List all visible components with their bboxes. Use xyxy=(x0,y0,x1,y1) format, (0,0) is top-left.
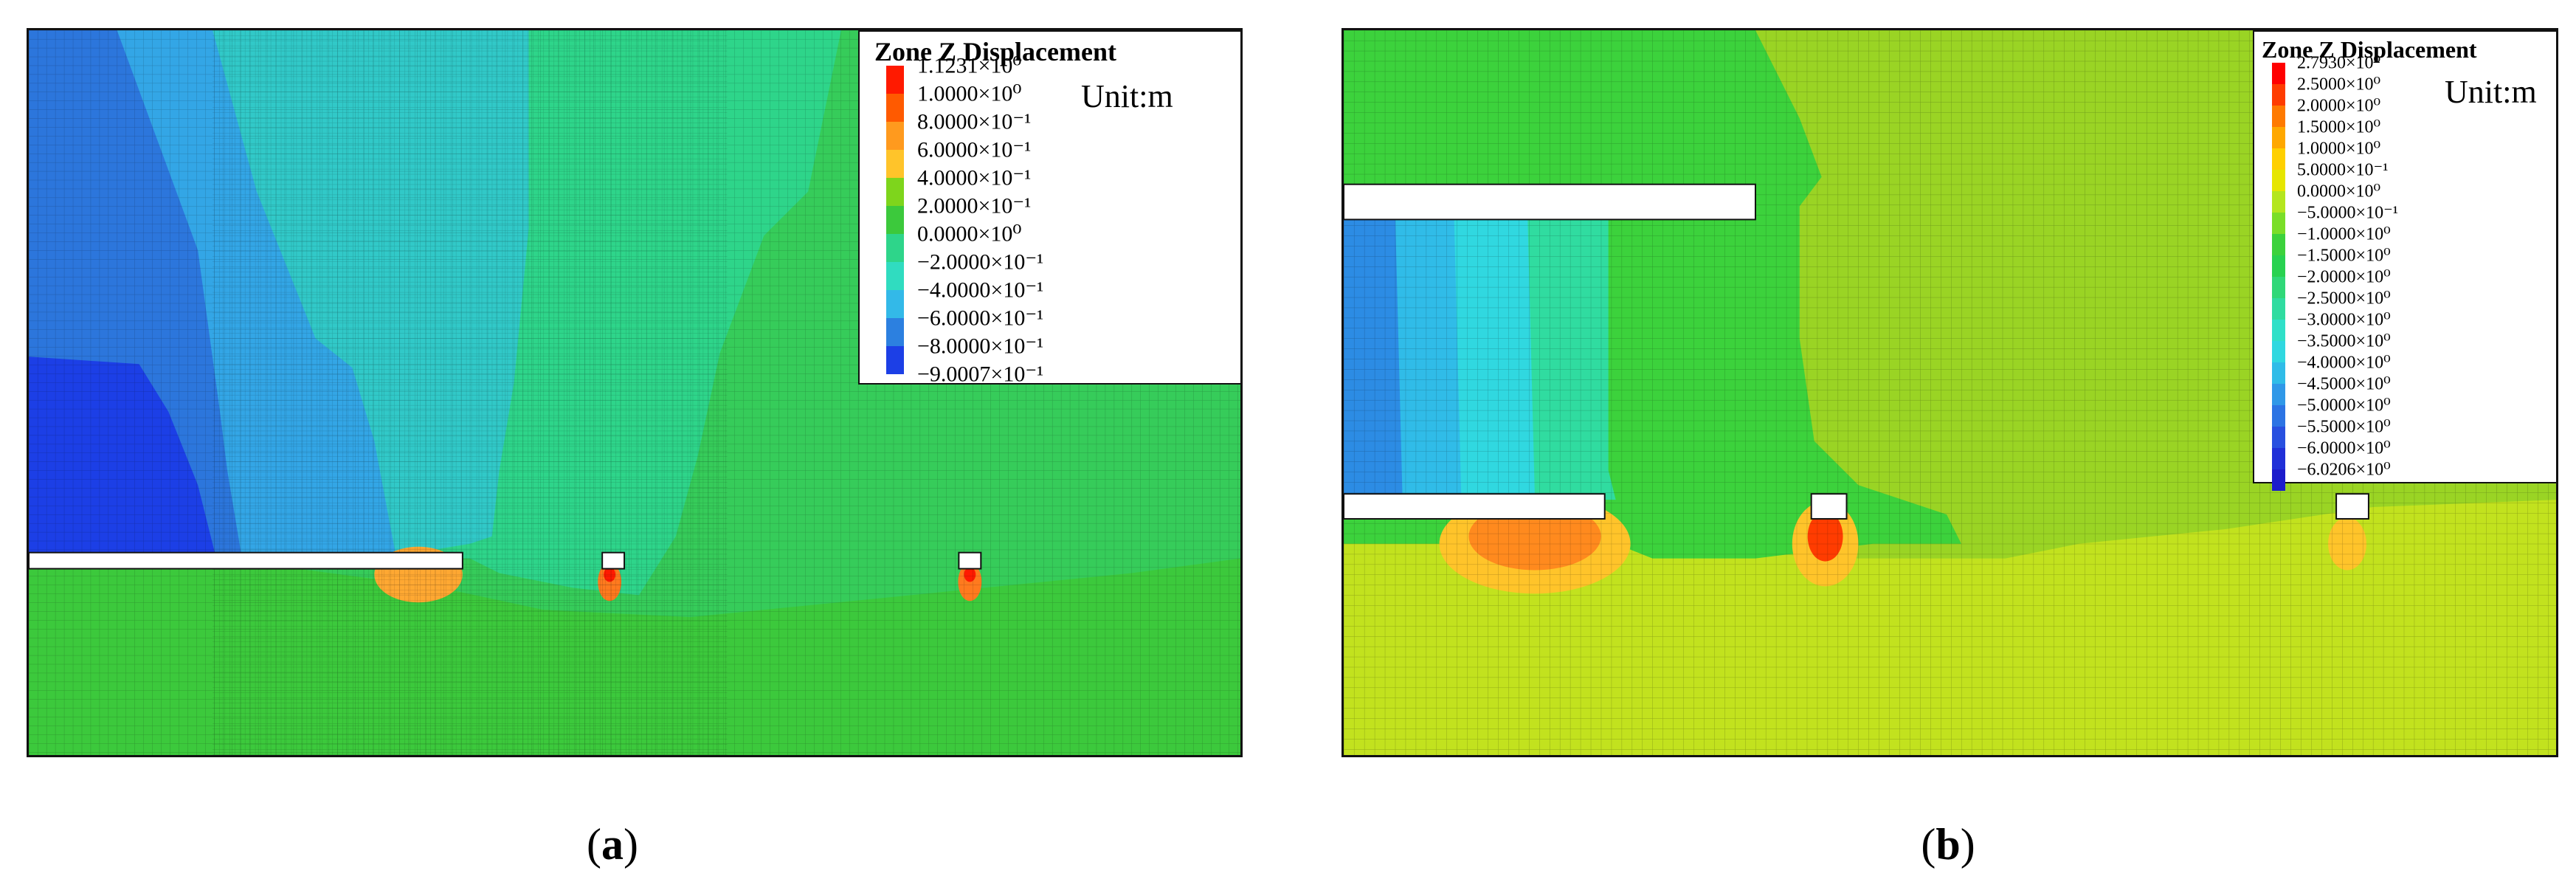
colorbar-legend-a: Zone Z Displacement Unit:m 1.1231×10⁰ 1.0… xyxy=(858,30,1240,387)
colorbar-swatch xyxy=(2272,84,2285,106)
colorbar-tick-label: 0.0000×10⁰ xyxy=(917,221,1022,247)
colorbar-swatch xyxy=(2272,320,2285,341)
colorbar-swatch xyxy=(2272,469,2285,491)
contour-panel-a: Zone Z Displacement Unit:m 1.1231×10⁰ 1.0… xyxy=(27,28,1243,757)
colorbar-tick-label: −6.0000×10⁰ xyxy=(2297,438,2391,458)
colorbar-tick-label: 1.0000×10⁰ xyxy=(917,81,1022,106)
excavated-working-face xyxy=(1344,493,1606,520)
colorbar-swatch xyxy=(886,150,904,178)
colorbar-swatch xyxy=(2272,255,2285,277)
contour-panel-b: Zone Z Displacement Unit:m 2.7930×10⁰ 2.5… xyxy=(1341,28,2558,757)
colorbar-swatch xyxy=(2272,384,2285,405)
colorbar-tick-label: −5.5000×10⁰ xyxy=(2297,417,2391,437)
colorbar-tick-label: −5.0000×10⁻¹ xyxy=(2297,203,2398,223)
colorbar-tick-label: −3.0000×10⁰ xyxy=(2297,310,2391,330)
colorbar-tick-label: −1.0000×10⁰ xyxy=(2297,224,2391,244)
roadway-opening xyxy=(958,551,982,570)
colorbar-swatch xyxy=(886,178,904,206)
colorbar-swatch xyxy=(2272,277,2285,298)
colorbar-tick-label: −2.5000×10⁰ xyxy=(2297,289,2391,309)
legend-unit: Unit:m xyxy=(1081,78,1173,114)
colorbar-swatch xyxy=(2272,448,2285,469)
legend-title: Zone Z Displacement xyxy=(2262,36,2477,63)
colorbar-swatch xyxy=(2272,127,2285,148)
colorbar-swatch xyxy=(886,206,904,234)
colorbar-tick-label: −2.0000×10⁰ xyxy=(2297,267,2391,287)
colorbar xyxy=(2272,63,2285,491)
panel-caption-a: (a) xyxy=(587,820,638,869)
colorbar-tick-label: −1.5000×10⁰ xyxy=(2297,246,2391,266)
panel-caption-b: (b) xyxy=(1921,820,1975,869)
colorbar-swatch xyxy=(2272,63,2285,84)
colorbar-tick-label: 6.0000×10⁻¹ xyxy=(917,137,1032,162)
colorbar-swatch xyxy=(886,346,904,374)
colorbar xyxy=(886,66,904,374)
colorbar-swatch xyxy=(2272,234,2285,255)
colorbar-tick-label: −4.0000×10⁰ xyxy=(2297,353,2391,373)
colorbar-tick-label: 2.0000×10⁰ xyxy=(2297,96,2381,116)
colorbar-swatch xyxy=(2272,298,2285,320)
colorbar-tick-label: 2.5000×10⁰ xyxy=(2297,75,2381,94)
colorbar-swatch xyxy=(2272,170,2285,191)
colorbar-tick-label: 0.0000×10⁰ xyxy=(2297,182,2381,201)
colorbar-tick-label: −4.5000×10⁰ xyxy=(2297,374,2391,394)
colorbar-swatch xyxy=(2272,148,2285,170)
colorbar-swatch xyxy=(886,318,904,346)
colorbar-swatch xyxy=(886,122,904,150)
roadway-opening xyxy=(1810,493,1848,520)
colorbar-swatch xyxy=(886,234,904,262)
colorbar-tick-label: −3.5000×10⁰ xyxy=(2297,331,2391,351)
colorbar-swatch xyxy=(2272,362,2285,384)
colorbar-tick-label: −6.0000×10⁻¹ xyxy=(917,306,1044,331)
colorbar-tick-label: 8.0000×10⁻¹ xyxy=(917,109,1032,134)
colorbar-swatch xyxy=(2272,341,2285,362)
colorbar-swatch xyxy=(2272,106,2285,127)
colorbar-tick-label: 5.0000×10⁻¹ xyxy=(2297,160,2389,180)
colorbar-legend-b: Zone Z Displacement Unit:m 2.7930×10⁰ 2.5… xyxy=(2253,30,2556,491)
colorbar-tick-label: 1.5000×10⁰ xyxy=(2297,117,2381,137)
colorbar-tick-label: 4.0000×10⁻¹ xyxy=(917,165,1032,190)
colorbar-swatch xyxy=(2272,191,2285,213)
colorbar-swatch xyxy=(2272,405,2285,427)
displacement-contour-a xyxy=(29,30,1240,755)
colorbar-tick-label: −2.0000×10⁻¹ xyxy=(917,249,1044,275)
colorbar-swatch xyxy=(886,262,904,290)
legend-unit: Unit:m xyxy=(2445,74,2537,110)
colorbar-tick-label: 2.0000×10⁻¹ xyxy=(917,193,1032,218)
colorbar-swatch xyxy=(2272,213,2285,234)
colorbar-tick-label: 1.0000×10⁰ xyxy=(2297,139,2381,159)
colorbar-swatch xyxy=(2272,427,2285,448)
colorbar-tick-label: −5.0000×10⁰ xyxy=(2297,396,2391,416)
colorbar-tick-label: 2.7930×10⁰ xyxy=(2297,53,2381,73)
overlying-excavated-seam xyxy=(1344,183,1756,221)
legend-title: Zone Z Displacement xyxy=(874,37,1116,66)
colorbar-tick-label: −4.0000×10⁻¹ xyxy=(917,278,1044,303)
colorbar-swatch xyxy=(886,66,904,94)
colorbar-tick-label: 1.1231×10⁰ xyxy=(917,53,1022,78)
colorbar-tick-label: −8.0000×10⁻¹ xyxy=(917,334,1044,359)
excavated-working-face xyxy=(29,551,463,570)
colorbar-tick-label: −9.0007×10⁻¹ xyxy=(917,362,1044,387)
colorbar-tick-label: −6.0206×10⁰ xyxy=(2297,460,2391,480)
colorbar-swatch xyxy=(886,290,904,318)
roadway-opening xyxy=(601,551,626,570)
roadway-opening xyxy=(2335,493,2369,520)
colorbar-swatch xyxy=(886,94,904,122)
